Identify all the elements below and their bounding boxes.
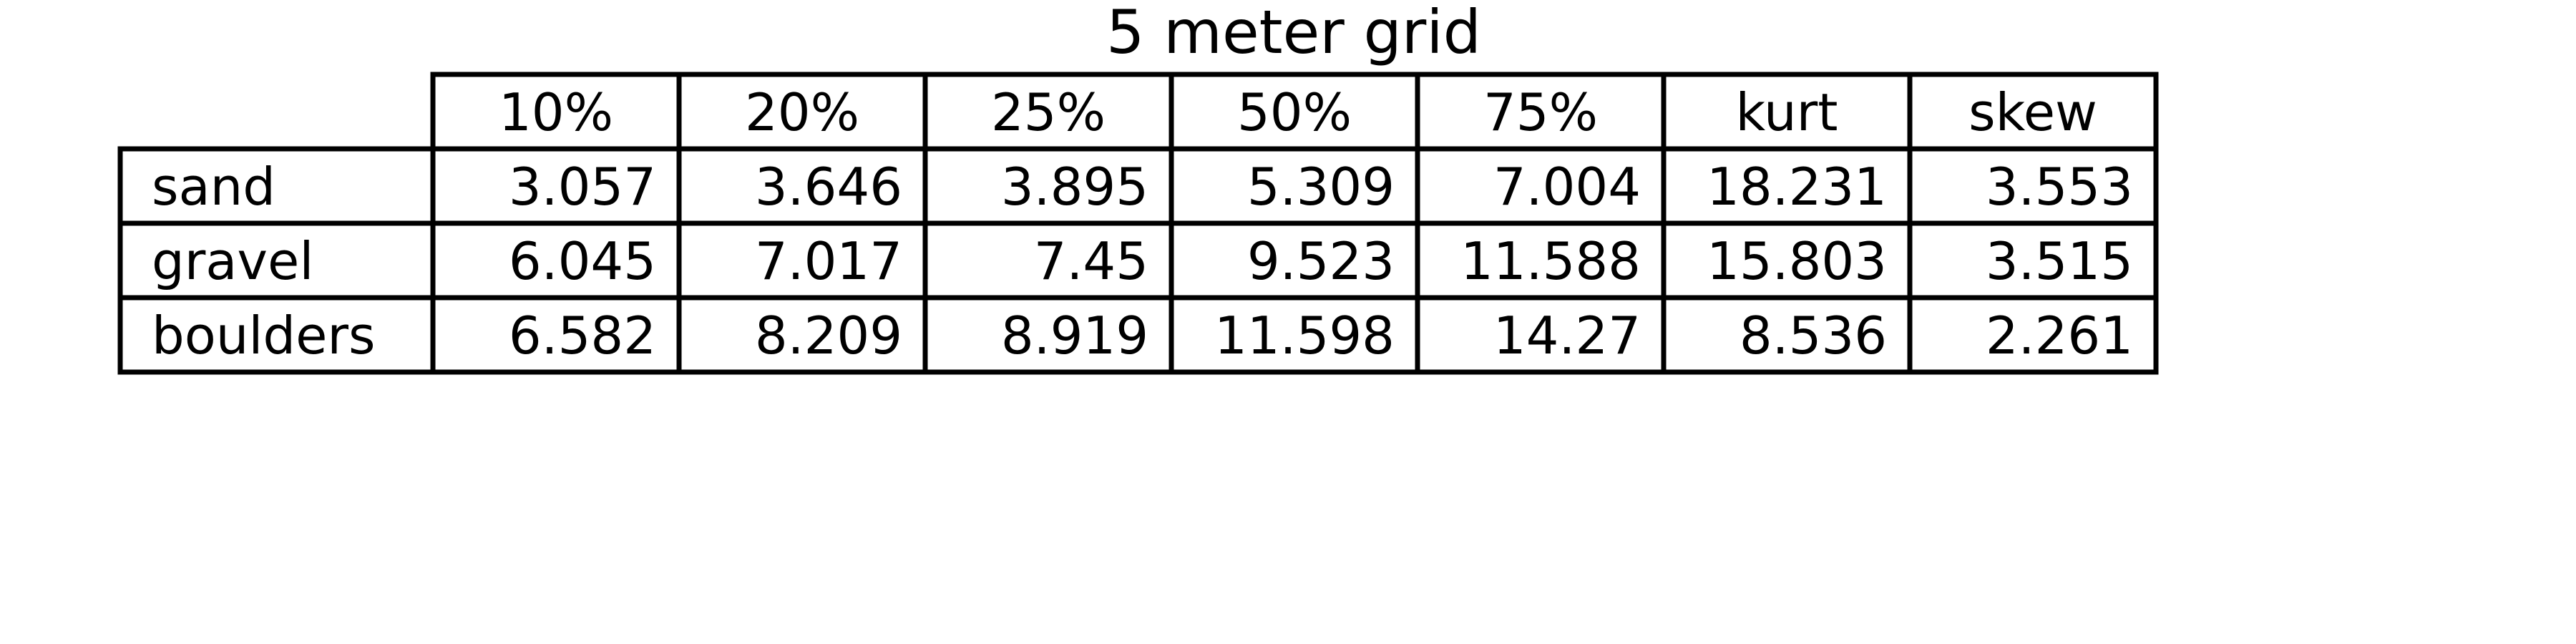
cell-value: 2.261 [1986, 306, 2133, 366]
column-header: 25% [991, 82, 1106, 142]
cell-value: 11.598 [1214, 306, 1395, 366]
cell-value: 3.646 [755, 157, 902, 217]
cell-value: 3.553 [1986, 157, 2133, 217]
cell-value: 7.004 [1493, 157, 1641, 217]
cell-value: 6.582 [509, 306, 656, 366]
cell-value: 8.209 [755, 306, 902, 366]
cell-value: 7.017 [755, 231, 902, 291]
cell-value: 3.515 [1986, 231, 2133, 291]
cell-value: 8.919 [1001, 306, 1148, 366]
cell-value: 9.523 [1247, 231, 1395, 291]
cell-value: 15.803 [1707, 231, 1887, 291]
column-header: skew [1968, 82, 2097, 142]
cell-value: 7.45 [1034, 231, 1148, 291]
column-header: kurt [1736, 82, 1838, 142]
column-header: 50% [1237, 82, 1352, 142]
cell-value: 8.536 [1740, 306, 1887, 366]
cell-value: 14.27 [1493, 306, 1641, 366]
data-table: 10% 20% 25% 50% 75% kurt skew sand 3.057 3.646 3.8… [117, 72, 2159, 375]
cell-value: 6.045 [509, 231, 656, 291]
cell-value: 3.895 [1001, 157, 1148, 217]
column-header: 20% [745, 82, 859, 142]
column-header: 75% [1483, 82, 1598, 142]
row-label: gravel [152, 231, 313, 291]
row-label: sand [152, 157, 275, 217]
table-cell [1907, 295, 2159, 375]
row-label: boulders [152, 306, 376, 366]
cell-value: 11.588 [1460, 231, 1641, 291]
chart-title: 5 meter grid [1106, 0, 1481, 67]
cell-value: 5.309 [1247, 157, 1395, 217]
cell-value: 18.231 [1707, 157, 1887, 217]
cell-value: 3.057 [509, 157, 656, 217]
column-header: 10% [499, 82, 613, 142]
